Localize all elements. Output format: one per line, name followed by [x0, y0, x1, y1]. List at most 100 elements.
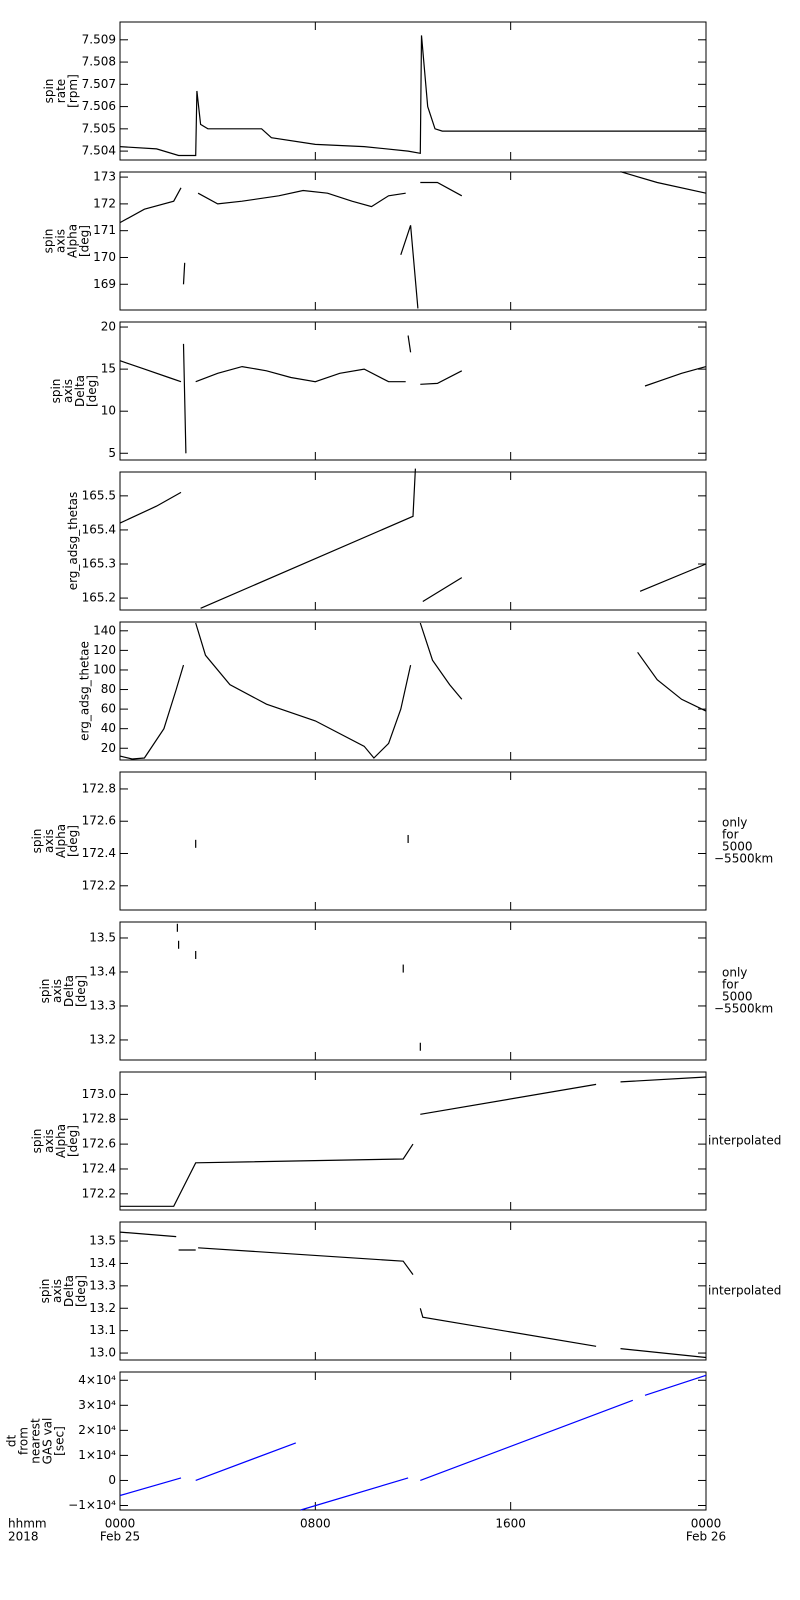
side-note: for: [722, 828, 739, 842]
plot-frame: [119, 921, 707, 1061]
data-point: [402, 964, 404, 973]
data-line: [119, 1374, 707, 1511]
data-point: [195, 950, 197, 959]
data-point: [419, 1042, 421, 1051]
y-tick-label: 172.2: [82, 1186, 116, 1200]
y-tick-label: 40: [101, 721, 116, 735]
plot-frame: [119, 621, 707, 761]
y-tick-label: 7.508: [82, 55, 116, 69]
y-tick-label: 5: [108, 446, 116, 460]
plot-frame: [119, 1221, 707, 1361]
y-axis-label: erg_adsg_thetas: [66, 492, 80, 591]
y-axis-label: spin: [30, 829, 44, 854]
y-tick-label: 165.2: [82, 591, 116, 605]
y-axis-label: rate: [54, 79, 68, 103]
y-axis-label: spin: [38, 979, 52, 1004]
plot-frame: [119, 21, 707, 161]
y-tick-label: 13.2: [89, 1032, 116, 1046]
data-point: [176, 923, 178, 932]
panel: 13.0 13.1 13.2 13.3 13.4 13.5 spinaxisDelta[de…: [38, 1221, 781, 1361]
y-tick-label: 171: [93, 223, 116, 237]
y-tick-label: 20: [101, 320, 116, 334]
y-axis-label: from: [17, 1427, 31, 1455]
side-note: 5000: [722, 840, 753, 854]
side-note: only: [722, 816, 747, 830]
y-axis-label: axis: [50, 1279, 64, 1303]
y-axis-label: Delta: [73, 375, 87, 407]
side-note: 5000: [722, 990, 753, 1004]
side-note: interpolated: [708, 1284, 781, 1298]
y-tick-label: 140: [93, 623, 116, 637]
y-axis-label: axis: [42, 829, 56, 853]
y-axis-label: [deg]: [74, 1275, 88, 1307]
y-tick-label: 13.5: [89, 1234, 116, 1248]
y-axis-label: axis: [54, 229, 68, 253]
y-axis-label: [deg]: [78, 225, 92, 257]
plot-frame: [119, 1371, 707, 1511]
y-tick-label: 172.2: [82, 878, 116, 892]
y-tick-label: 7.504: [82, 144, 116, 158]
plot-frame: [119, 471, 707, 611]
y-tick-label: 7.507: [82, 77, 116, 91]
y-tick-label: 10: [101, 404, 116, 418]
y-tick-label: 13.1: [89, 1323, 116, 1337]
y-axis-label: [deg]: [74, 975, 88, 1007]
x-tick-sublabel: Feb 25: [100, 1530, 140, 1544]
x-axis-label: hhmm: [8, 1517, 47, 1531]
x-tick-label: 1600: [495, 1517, 526, 1531]
panel: 172.2 172.4 172.6 172.8 173.0 spinaxisAlpha[d…: [30, 1071, 781, 1211]
x-tick-label: 0800: [300, 1517, 331, 1531]
y-axis-label: spin: [38, 1279, 52, 1304]
y-tick-label: 170: [93, 250, 116, 264]
side-note: −5500km: [714, 1002, 773, 1016]
y-tick-label: 15: [101, 362, 116, 376]
x-tick-label: 0000: [691, 1517, 722, 1531]
y-axis-label: axis: [50, 979, 64, 1003]
y-tick-label: 165.3: [82, 557, 116, 571]
y-axis-label: axis: [61, 379, 75, 403]
y-axis-label: dt: [5, 1435, 19, 1448]
y-axis-label: GAS val: [41, 1418, 55, 1465]
y-tick-label: 173: [93, 170, 116, 184]
y-axis-label: axis: [42, 1129, 56, 1153]
y-tick-label: −1×10⁴: [68, 1498, 116, 1512]
plot-frame: [119, 771, 707, 911]
y-tick-label: 13.4: [89, 1256, 116, 1270]
y-axis-label: erg_adsg_thetae: [78, 641, 92, 741]
y-axis-label: Delta: [62, 975, 76, 1007]
y-axis-label: spin: [49, 379, 63, 404]
y-axis-label: [rpm]: [66, 74, 80, 108]
y-axis-label: [deg]: [66, 825, 80, 857]
y-axis-label: spin: [30, 1129, 44, 1154]
y-tick-label: 172.8: [82, 1112, 116, 1126]
x-tick-sublabel: Feb 26: [686, 1530, 726, 1544]
y-axis-label: spin: [42, 79, 56, 104]
data-line: [119, 622, 707, 760]
y-tick-label: 7.505: [82, 121, 116, 135]
plot-frame: [119, 321, 707, 461]
y-tick-label: 3×10⁴: [78, 1398, 116, 1412]
y-tick-label: 165.4: [82, 522, 116, 536]
plot-frame: [119, 171, 707, 311]
data-line: [119, 468, 707, 609]
data-line: [119, 1231, 707, 1359]
y-axis-label: [deg]: [66, 1125, 80, 1157]
y-axis-label: Delta: [62, 1275, 76, 1307]
y-tick-label: 13.5: [89, 930, 116, 944]
y-tick-label: 80: [101, 682, 116, 696]
y-tick-label: 13.0: [89, 1346, 116, 1360]
y-tick-label: 13.3: [89, 998, 116, 1012]
y-tick-label: 1×10⁴: [78, 1448, 116, 1462]
data-point: [195, 839, 197, 848]
y-tick-label: 60: [101, 702, 116, 716]
y-tick-label: 13.4: [89, 964, 116, 978]
y-tick-label: 2×10⁴: [78, 1423, 116, 1437]
